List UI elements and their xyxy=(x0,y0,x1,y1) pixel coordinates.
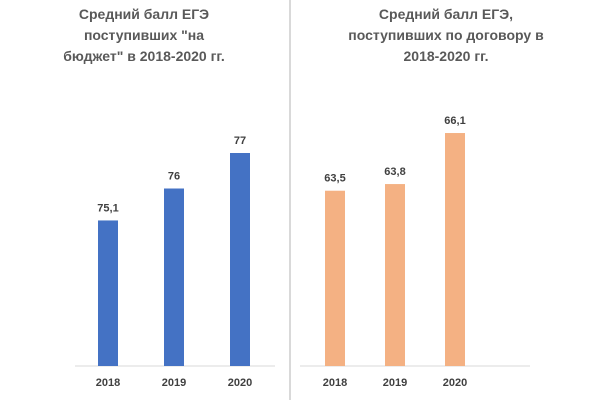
chart-contract-panel: Средний балл ЕГЭ, поступивших по договор… xyxy=(292,0,600,400)
data-label-2020: 77 xyxy=(234,135,246,147)
chart-contract-title: Средний балл ЕГЭ, поступивших по договор… xyxy=(348,6,544,64)
bar-2019 xyxy=(164,188,184,366)
data-label-2018: 75,1 xyxy=(97,202,118,214)
tick-label-2018: 2018 xyxy=(323,377,347,389)
chart-budget-plot: 75,1 2018 76 2019 77 2020 xyxy=(75,135,275,389)
tick-label-2019: 2019 xyxy=(162,377,186,389)
panel-divider xyxy=(289,0,291,400)
chart-contract-plot: 63,5 2018 63,8 2019 66,1 2020 xyxy=(300,115,530,389)
bar-2018 xyxy=(325,190,345,366)
bar-2018 xyxy=(98,220,118,366)
chart-budget-panel: Средний балл ЕГЭ поступивших "на бюджет"… xyxy=(0,0,288,400)
bar-2020 xyxy=(230,153,250,366)
data-label-2019: 76 xyxy=(168,171,180,183)
bar-2020 xyxy=(445,133,465,366)
bar-2019 xyxy=(385,184,405,366)
chart-budget-title: Средний балл ЕГЭ поступивших "на бюджет"… xyxy=(63,6,225,64)
data-label-2019: 63,8 xyxy=(384,166,405,178)
tick-label-2018: 2018 xyxy=(96,377,120,389)
tick-label-2020: 2020 xyxy=(228,377,252,389)
tick-label-2019: 2019 xyxy=(383,377,407,389)
tick-label-2020: 2020 xyxy=(443,377,467,389)
data-label-2018: 63,5 xyxy=(324,173,345,185)
data-label-2020: 66,1 xyxy=(444,115,465,127)
